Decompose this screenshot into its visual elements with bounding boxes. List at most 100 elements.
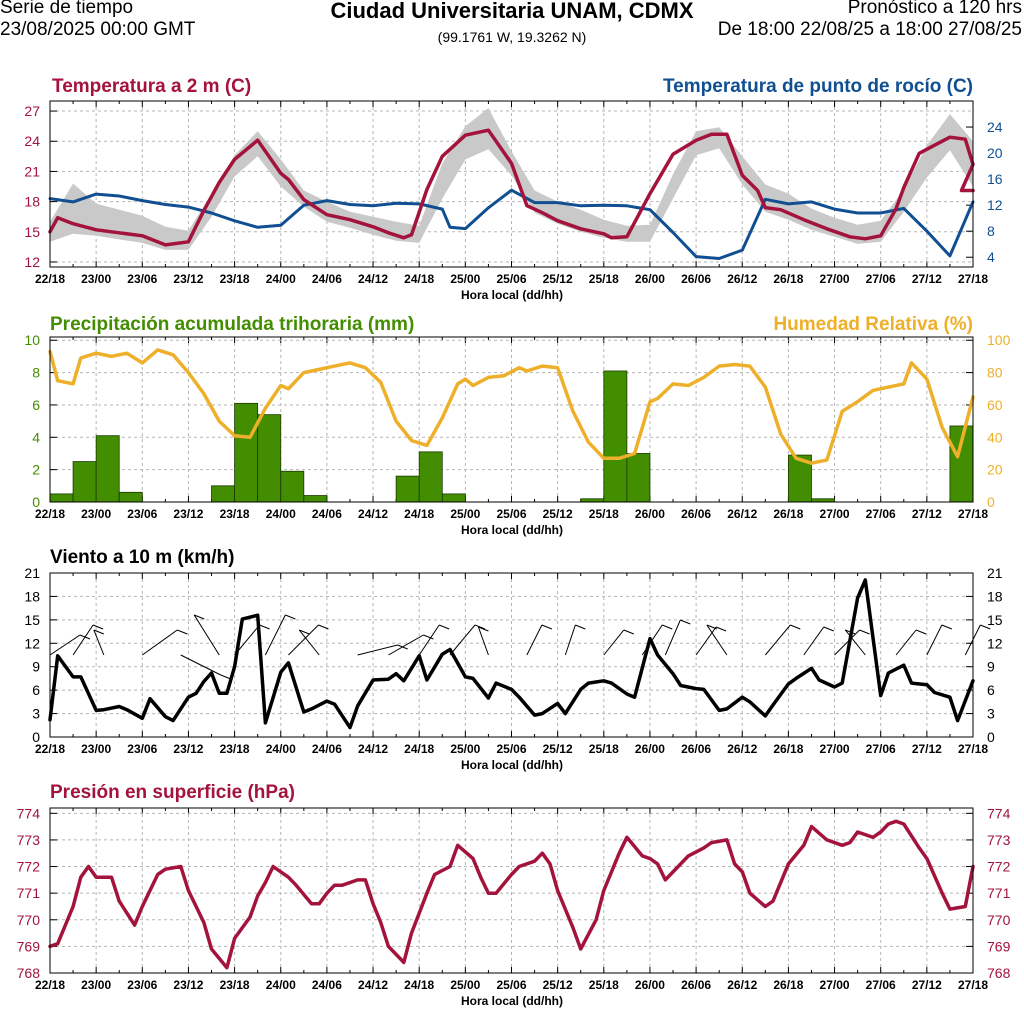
- wind-barb: [706, 624, 728, 656]
- wind-barb-flag: [194, 614, 205, 620]
- x-tick-label: 26/06: [681, 742, 711, 756]
- x-tick-label: 27/06: [866, 272, 896, 286]
- precipitation-bar: [211, 485, 235, 503]
- x-axis-label: Hora local (dd/hh): [461, 288, 563, 302]
- x-tick-label: 26/18: [773, 978, 803, 992]
- y-tick-label-right: 40: [987, 429, 1003, 445]
- x-tick-label: 25/00: [450, 507, 480, 521]
- x-tick-label: 22/18: [35, 742, 65, 756]
- x-tick-label: 25/00: [450, 742, 480, 756]
- y-tick-label-left: 18: [24, 588, 40, 604]
- wind-barb-flag: [318, 624, 329, 630]
- x-tick-label: 26/06: [681, 507, 711, 521]
- x-tick-label: 27/06: [866, 507, 896, 521]
- x-tick-label: 25/12: [543, 272, 573, 286]
- wind-barb: [477, 626, 489, 656]
- x-tick-label: 23/12: [173, 978, 203, 992]
- x-tick-label: 27/00: [820, 272, 850, 286]
- precipitation-bar: [49, 493, 74, 503]
- wind-barb-flag: [715, 626, 727, 632]
- wind-barb-flag: [285, 614, 296, 620]
- x-tick-label: 25/06: [496, 272, 526, 286]
- precipitation-bar: [257, 414, 282, 503]
- wind-barb-flag: [299, 629, 310, 635]
- wind-barb: [180, 654, 221, 676]
- wind-barb: [142, 629, 178, 656]
- x-tick-label: 23/12: [173, 272, 203, 286]
- x-tick-label: 27/12: [912, 742, 942, 756]
- x-tick-label: 26/12: [727, 742, 757, 756]
- x-tick-label: 25/12: [543, 978, 573, 992]
- x-tick-label: 23/00: [81, 742, 111, 756]
- wind-barb: [357, 644, 398, 656]
- x-tick-label: 26/00: [635, 742, 665, 756]
- y-tick-label-left: 15: [24, 224, 40, 240]
- y-tick-label-right: 0: [987, 729, 995, 745]
- wind-barb-flag: [541, 624, 553, 630]
- plot-frame: [49, 572, 974, 738]
- wind-barb: [288, 624, 319, 656]
- chart-title-precipitation: Precipitación acumulada trihoraria (mm): [50, 314, 414, 335]
- precipitation-bar: [626, 453, 651, 503]
- x-tick-label: 26/12: [727, 978, 757, 992]
- x-tick-label: 24/00: [266, 978, 296, 992]
- y-tick-label-right: 80: [987, 365, 1003, 381]
- x-tick-label: 22/18: [35, 272, 65, 286]
- x-tick-label: 22/18: [35, 978, 65, 992]
- x-tick-label: 23/18: [220, 742, 250, 756]
- x-tick-label: 27/12: [912, 507, 942, 521]
- y-tick-label-right: 770: [987, 912, 1011, 928]
- x-tick-label: 27/18: [958, 272, 988, 286]
- header-forecast-range: Pronóstico a 120 hrs: [847, 0, 1022, 18]
- chart-title-dewpoint: Temperatura de punto de rocío (C): [663, 76, 973, 97]
- y-tick-label-left: 4: [32, 429, 40, 445]
- x-tick-label: 23/06: [127, 272, 157, 286]
- x-tick-label: 27/12: [912, 978, 942, 992]
- wind-barb: [695, 626, 717, 656]
- wind-barb: [664, 619, 681, 656]
- precipitation-bar: [418, 451, 443, 503]
- pressure-line: [48, 819, 975, 970]
- y-tick-label-left: 21: [24, 565, 40, 581]
- y-tick-label-left: 15: [24, 612, 40, 628]
- x-tick-label: 23/18: [220, 507, 250, 521]
- y-tick-label-right: 773: [987, 832, 1011, 848]
- precipitation-bar: [72, 461, 97, 503]
- wind-barb: [93, 629, 105, 656]
- x-axis-label: Hora local (dd/hh): [461, 523, 563, 537]
- x-tick-label: 27/00: [820, 978, 850, 992]
- wind-barb: [264, 614, 286, 656]
- chart-title-temperature: Temperatura a 2 m (C): [52, 76, 251, 97]
- y-tick-label-right: 15: [987, 612, 1003, 628]
- y-tick-label-right: 18: [987, 588, 1003, 604]
- x-tick-label: 24/00: [266, 272, 296, 286]
- y-tick-label-right: 12: [987, 197, 1003, 213]
- x-tick-label: 23/06: [127, 742, 157, 756]
- x-tick-label: 25/06: [496, 978, 526, 992]
- x-tick-label: 26/12: [727, 272, 757, 286]
- x-tick-label: 23/18: [220, 272, 250, 286]
- header-right: Pronóstico a 120 hrs De 18:00 22/08/25 a…: [718, 0, 1022, 41]
- wind-barb: [895, 629, 917, 656]
- y-tick-label-left: 6: [32, 682, 40, 698]
- y-tick-label-left: 768: [17, 965, 41, 981]
- x-tick-label: 27/06: [866, 742, 896, 756]
- x-tick-label: 24/06: [312, 272, 342, 286]
- wind-barb: [418, 624, 440, 656]
- x-tick-label: 24/00: [266, 507, 296, 521]
- y-tick-label-right: 9: [987, 659, 995, 675]
- wind-barb-flag: [623, 629, 634, 635]
- x-axis-label: Hora local (dd/hh): [461, 758, 563, 772]
- x-tick-label: 24/00: [266, 742, 296, 756]
- x-tick-label: 24/12: [358, 742, 388, 756]
- y-tick-label-left: 3: [32, 706, 40, 722]
- chart-title-wind: Viento a 10 m (km/h): [50, 547, 234, 568]
- x-tick-label: 26/06: [681, 272, 711, 286]
- y-tick-label-right: 0: [987, 494, 995, 510]
- x-tick-label: 26/00: [635, 272, 665, 286]
- wind-barb-flag: [823, 626, 834, 632]
- x-tick-label: 23/06: [127, 978, 157, 992]
- y-tick-label-right: 772: [987, 859, 1011, 875]
- x-tick-label: 27/00: [820, 742, 850, 756]
- x-tick-label: 23/06: [127, 507, 157, 521]
